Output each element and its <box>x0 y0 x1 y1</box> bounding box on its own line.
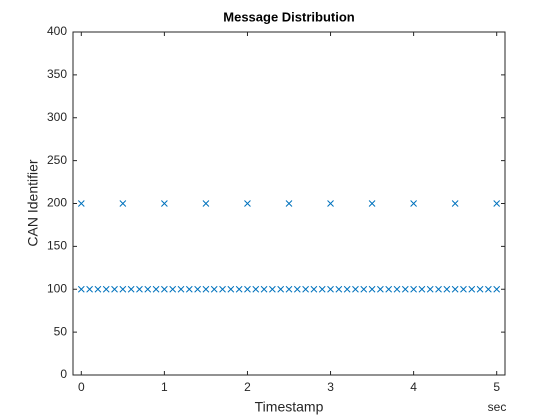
data-point <box>86 285 93 293</box>
data-point <box>202 285 210 293</box>
data-point <box>119 285 127 293</box>
data-point <box>293 285 301 293</box>
data-point <box>119 200 127 207</box>
data-point <box>493 285 501 293</box>
data-point <box>210 285 218 293</box>
data-point <box>169 285 177 293</box>
data-point <box>327 285 334 293</box>
data-point <box>368 200 376 207</box>
data-point <box>460 285 467 293</box>
y-tick-label: 200 <box>47 196 67 210</box>
data-point <box>335 285 343 293</box>
data-point <box>468 285 476 293</box>
data-point <box>401 285 409 293</box>
x-tick-label: 1 <box>161 380 168 394</box>
y-tick-label: 100 <box>47 281 67 295</box>
y-tick-label: 400 <box>47 24 67 38</box>
data-point <box>252 285 260 293</box>
data-point <box>385 285 393 293</box>
data-point <box>493 200 501 207</box>
data-point <box>94 285 102 293</box>
data-point <box>476 285 484 293</box>
data-point <box>235 285 243 293</box>
data-point <box>227 285 235 293</box>
data-point <box>451 285 459 293</box>
data-point <box>343 285 351 293</box>
y-tick-label: 0 <box>60 367 67 381</box>
data-point <box>360 285 368 293</box>
data-point <box>244 285 251 293</box>
data-point <box>426 285 434 293</box>
data-point <box>161 285 168 293</box>
data-point <box>136 285 143 293</box>
data-point <box>219 285 226 293</box>
x-tick-label: 0 <box>78 380 85 394</box>
x-tick-label: 5 <box>493 380 500 394</box>
data-point <box>285 200 293 207</box>
data-point <box>451 200 459 207</box>
data-point <box>77 285 85 293</box>
x-axis-label: Timestamp <box>255 399 324 415</box>
x-unit-label: sec <box>488 400 507 414</box>
data-point <box>77 200 85 207</box>
data-point <box>410 200 417 207</box>
y-tick-label: 50 <box>54 324 68 338</box>
y-tick-label: 250 <box>47 153 67 167</box>
data-point <box>302 285 309 293</box>
data-point <box>368 285 376 293</box>
x-tick-label: 2 <box>244 380 251 394</box>
data-point <box>102 285 110 293</box>
data-point <box>260 285 268 293</box>
data-point <box>161 200 168 207</box>
data-point <box>443 285 451 293</box>
data-point <box>127 285 135 293</box>
data-point <box>194 285 201 293</box>
data-point <box>202 200 210 207</box>
data-point <box>393 285 401 293</box>
data-point <box>318 285 326 293</box>
data-point <box>377 285 384 293</box>
data-point <box>435 285 442 293</box>
data-point <box>269 285 276 293</box>
y-tick-label: 300 <box>47 110 67 124</box>
data-point <box>310 285 318 293</box>
data-point <box>185 285 193 293</box>
data-point <box>144 285 152 293</box>
data-point <box>152 285 160 293</box>
y-tick-label: 150 <box>47 239 67 253</box>
data-point <box>244 200 251 207</box>
data-point <box>111 285 118 293</box>
x-tick-label: 3 <box>327 380 334 394</box>
chart-title: Message Distribution <box>223 9 355 24</box>
data-point <box>285 285 293 293</box>
data-point <box>418 285 426 293</box>
data-point <box>277 285 285 293</box>
data-point <box>327 200 334 207</box>
data-point <box>410 285 417 293</box>
y-axis-label: CAN Identifier <box>25 159 41 246</box>
data-point <box>485 285 492 293</box>
x-tick-label: 4 <box>410 380 417 394</box>
data-point <box>177 285 185 293</box>
data-point <box>352 285 359 293</box>
y-tick-label: 350 <box>47 67 67 81</box>
